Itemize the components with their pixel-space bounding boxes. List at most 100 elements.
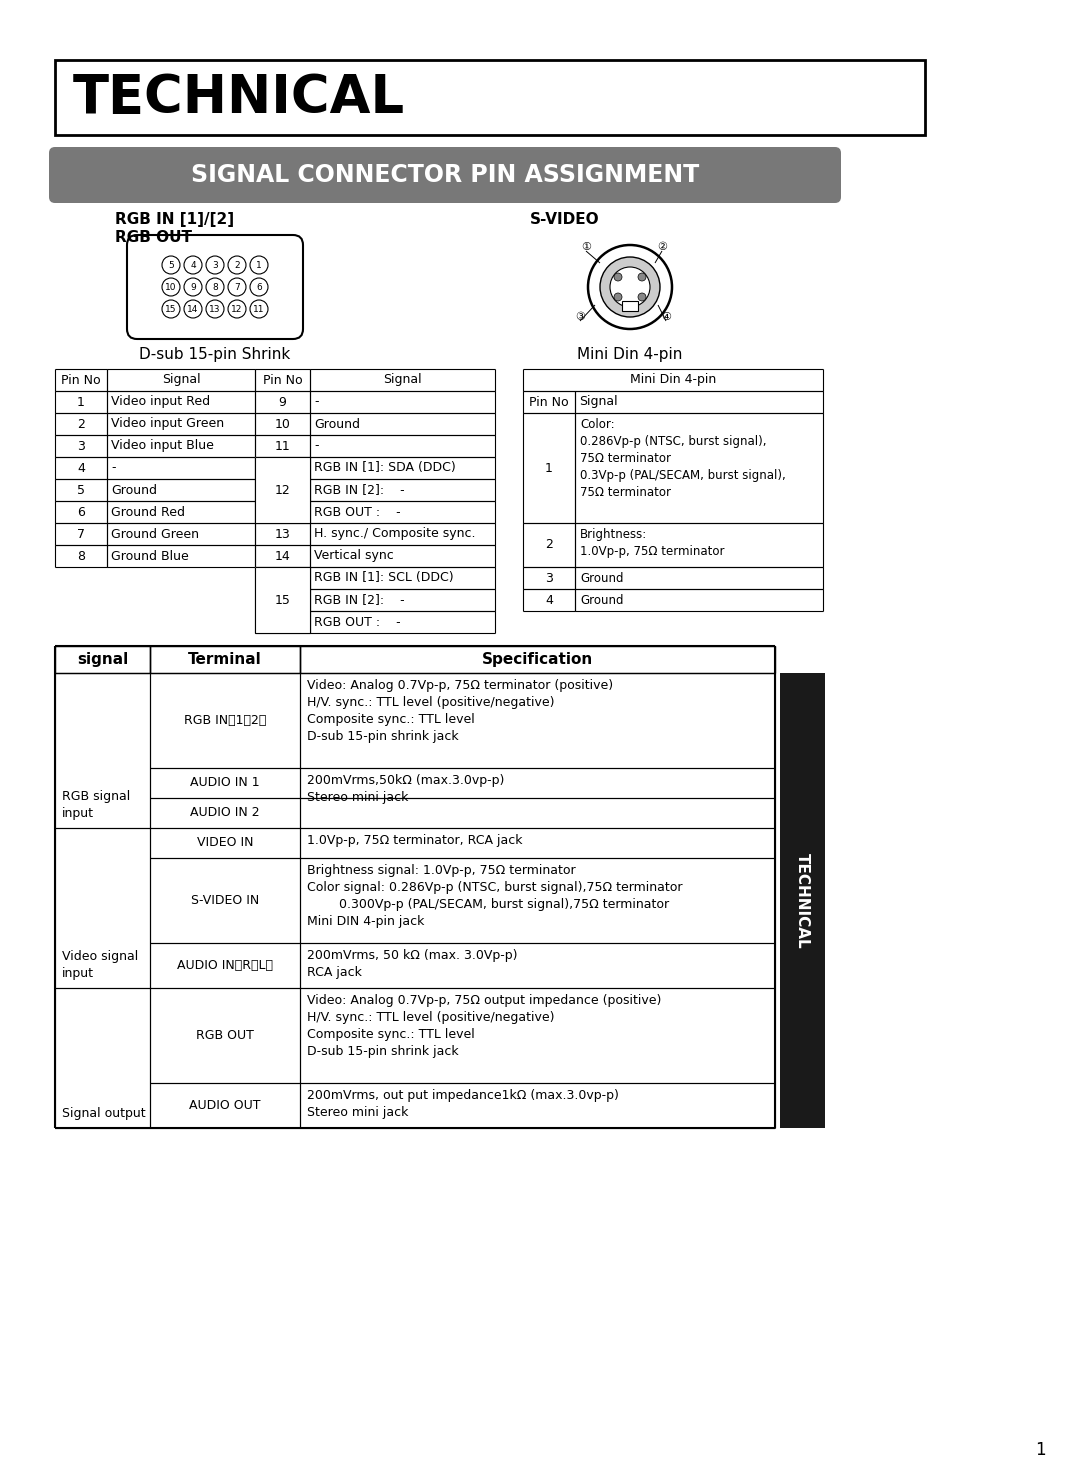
Text: 11: 11 bbox=[253, 304, 265, 313]
Text: ①: ① bbox=[581, 242, 591, 252]
Text: 3: 3 bbox=[545, 571, 553, 585]
Bar bbox=[300, 646, 775, 674]
Bar bbox=[107, 413, 255, 435]
Text: Ground Green: Ground Green bbox=[111, 527, 199, 540]
Text: TECHNICAL: TECHNICAL bbox=[73, 71, 405, 123]
Bar bbox=[150, 988, 300, 1083]
Bar bbox=[780, 674, 825, 1128]
Bar bbox=[310, 413, 495, 435]
Bar bbox=[55, 59, 924, 135]
Bar bbox=[55, 370, 107, 390]
Bar bbox=[575, 522, 823, 567]
Text: Brightness:
1.0Vp-p, 75Ω terminator: Brightness: 1.0Vp-p, 75Ω terminator bbox=[580, 528, 725, 558]
Text: RGB signal
input: RGB signal input bbox=[62, 789, 131, 821]
Text: Signal output: Signal output bbox=[62, 1107, 146, 1120]
Bar bbox=[255, 522, 310, 545]
Bar bbox=[255, 589, 310, 611]
Text: 4: 4 bbox=[77, 462, 85, 475]
Text: 4: 4 bbox=[545, 594, 553, 607]
Bar bbox=[300, 674, 775, 769]
Text: 10: 10 bbox=[165, 282, 177, 291]
Bar bbox=[622, 301, 638, 312]
Text: Specification: Specification bbox=[482, 651, 593, 666]
Bar bbox=[255, 479, 310, 502]
Bar bbox=[150, 674, 300, 769]
Bar bbox=[310, 589, 495, 611]
Text: 6: 6 bbox=[77, 506, 85, 518]
Text: Pin No: Pin No bbox=[62, 374, 100, 386]
Text: 200mVrms, out put impedance1kΩ (max.3.0vp-p)
Stereo mini jack: 200mVrms, out put impedance1kΩ (max.3.0v… bbox=[307, 1089, 619, 1119]
Bar bbox=[310, 479, 495, 502]
Circle shape bbox=[588, 245, 672, 329]
Bar bbox=[255, 611, 310, 634]
Text: Signal: Signal bbox=[162, 374, 200, 386]
Text: RGB OUT: RGB OUT bbox=[114, 230, 192, 245]
Circle shape bbox=[610, 267, 650, 307]
Circle shape bbox=[162, 300, 180, 318]
Bar bbox=[523, 413, 575, 522]
Bar bbox=[255, 545, 310, 567]
Bar bbox=[55, 828, 150, 988]
Text: 2: 2 bbox=[234, 261, 240, 270]
Circle shape bbox=[206, 278, 224, 295]
Bar bbox=[55, 674, 150, 828]
Text: signal: signal bbox=[77, 651, 129, 666]
Bar bbox=[107, 545, 255, 567]
Text: 8: 8 bbox=[212, 282, 218, 291]
Text: ③: ③ bbox=[575, 312, 585, 322]
Bar bbox=[107, 502, 255, 522]
Bar bbox=[310, 522, 495, 545]
Bar bbox=[107, 457, 255, 479]
Text: RGB OUT :    -: RGB OUT : - bbox=[314, 506, 401, 518]
Bar bbox=[55, 457, 107, 479]
Circle shape bbox=[228, 257, 246, 275]
Text: 11: 11 bbox=[274, 439, 291, 453]
Bar bbox=[55, 545, 107, 567]
Circle shape bbox=[228, 278, 246, 295]
Text: 12: 12 bbox=[274, 484, 291, 497]
Bar bbox=[300, 798, 775, 828]
Text: Ground: Ground bbox=[111, 484, 157, 497]
Bar bbox=[107, 522, 255, 545]
Text: 1: 1 bbox=[545, 462, 553, 475]
Text: VIDEO IN: VIDEO IN bbox=[197, 837, 253, 849]
Text: ②: ② bbox=[657, 242, 667, 252]
Text: RGB IN [1]: SDA (DDC): RGB IN [1]: SDA (DDC) bbox=[314, 462, 456, 475]
Bar bbox=[55, 988, 150, 1128]
Circle shape bbox=[206, 257, 224, 275]
Text: Brightness signal: 1.0Vp-p, 75Ω terminator
Color signal: 0.286Vp-p (NTSC, burst : Brightness signal: 1.0Vp-p, 75Ω terminat… bbox=[307, 864, 683, 928]
Text: 200mVrms, 50 kΩ (max. 3.0Vp-p)
RCA jack: 200mVrms, 50 kΩ (max. 3.0Vp-p) RCA jack bbox=[307, 948, 517, 979]
Bar bbox=[150, 769, 300, 798]
Text: 12: 12 bbox=[274, 484, 291, 497]
Text: Video input Red: Video input Red bbox=[111, 396, 211, 408]
Circle shape bbox=[249, 257, 268, 275]
Text: 7: 7 bbox=[77, 527, 85, 540]
Text: Video: Analog 0.7Vp-p, 75Ω terminator (positive)
H/V. sync.: TTL level (positive: Video: Analog 0.7Vp-p, 75Ω terminator (p… bbox=[307, 680, 613, 743]
Text: Pin No: Pin No bbox=[262, 374, 302, 386]
Bar bbox=[310, 370, 495, 390]
Circle shape bbox=[206, 300, 224, 318]
Bar bbox=[150, 1083, 300, 1128]
Bar bbox=[575, 413, 823, 522]
Bar bbox=[300, 1083, 775, 1128]
Text: Video: Analog 0.7Vp-p, 75Ω output impedance (positive)
H/V. sync.: TTL level (po: Video: Analog 0.7Vp-p, 75Ω output impeda… bbox=[307, 994, 661, 1058]
Bar bbox=[255, 502, 310, 522]
Bar bbox=[575, 390, 823, 413]
Bar bbox=[150, 798, 300, 828]
Bar bbox=[107, 370, 255, 390]
Text: 15: 15 bbox=[274, 594, 291, 607]
Bar bbox=[310, 502, 495, 522]
Text: 1: 1 bbox=[77, 396, 85, 408]
Text: Color:
0.286Vp-p (NTSC, burst signal),
75Ω terminator
0.3Vp-p (PAL/SECAM, burst : Color: 0.286Vp-p (NTSC, burst signal), 7… bbox=[580, 418, 786, 499]
Bar bbox=[255, 390, 310, 413]
Circle shape bbox=[184, 257, 202, 275]
Circle shape bbox=[249, 278, 268, 295]
Text: 3: 3 bbox=[212, 261, 218, 270]
Text: RGB IN [2]:    -: RGB IN [2]: - bbox=[314, 594, 405, 607]
Text: 9: 9 bbox=[190, 282, 195, 291]
Text: 13: 13 bbox=[274, 527, 291, 540]
Bar bbox=[150, 942, 300, 988]
Circle shape bbox=[162, 278, 180, 295]
Bar bbox=[255, 435, 310, 457]
Bar bbox=[150, 828, 300, 858]
